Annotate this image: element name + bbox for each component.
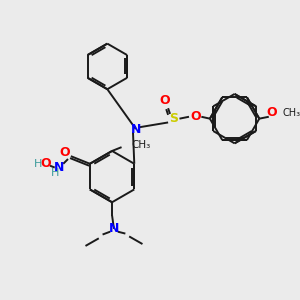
Text: O: O (60, 146, 70, 159)
Text: N: N (109, 222, 119, 235)
Text: N: N (130, 123, 141, 136)
Text: H: H (33, 159, 42, 169)
Text: O: O (190, 110, 201, 123)
Text: O: O (266, 106, 277, 119)
Text: CH₃: CH₃ (131, 140, 150, 150)
Text: CH₃: CH₃ (282, 108, 300, 118)
Text: N: N (54, 161, 65, 174)
Text: S: S (169, 112, 178, 125)
Text: H: H (50, 168, 59, 178)
Text: O: O (159, 94, 169, 107)
Text: O: O (41, 157, 52, 170)
